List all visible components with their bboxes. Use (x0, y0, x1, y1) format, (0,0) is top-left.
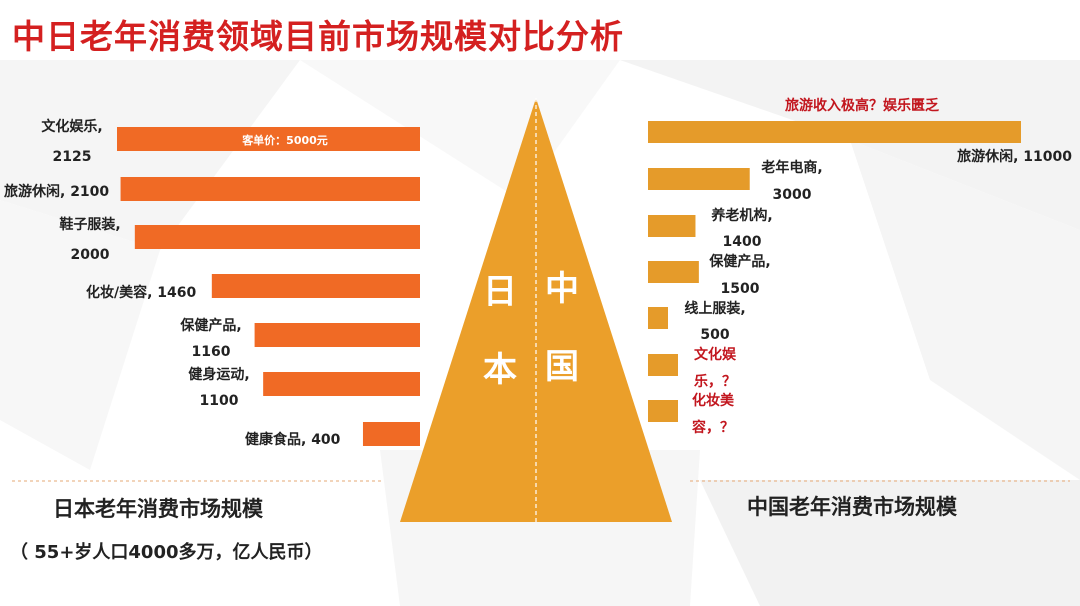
japan-bar (211, 274, 420, 298)
japan-market-title: 日本老年消费市场规模 (53, 497, 264, 521)
japan-bars (117, 127, 421, 446)
china-bar-label: 乐，？ (694, 373, 736, 390)
japan-bar (120, 177, 421, 201)
china-bar (648, 215, 696, 237)
japan-bar-label: 文化娱乐, (41, 118, 102, 135)
china-bar (648, 354, 678, 376)
pyramid-label-japan-2: 本 (483, 350, 517, 390)
china-bar (648, 121, 1021, 143)
japan-bar-label: 2000 (71, 247, 110, 263)
japan-bar (254, 323, 420, 347)
china-bar-label: 容，？ (691, 419, 734, 436)
china-bar-label: 保健产品, (708, 253, 770, 270)
china-bar-label: 化妆美 (692, 392, 735, 409)
china-market-title: 中国老年消费市场规模 (747, 495, 958, 519)
unit-note: 客单价：5000元 (241, 133, 328, 147)
china-bar-label: 3000 (773, 187, 812, 203)
japan-bar-label: 鞋子服装, (59, 216, 120, 233)
china-bar (648, 261, 699, 283)
china-bar-label: 1400 (723, 234, 762, 250)
japan-bar-label: 健身运动, (188, 366, 249, 383)
china-bar-label: 500 (700, 327, 729, 343)
japan-bar-label: 1160 (192, 344, 231, 360)
china-bar (648, 307, 668, 329)
china-bar (648, 168, 750, 190)
japan-bar-label: 健康食品, 400 (245, 431, 341, 448)
japan-bar-label: 1100 (200, 393, 239, 409)
pyramid-label-japan-1: 日 (483, 272, 517, 312)
pyramid-layer: 日 本 中 国 (400, 98, 672, 522)
page-title: 中日老年消费领域目前市场规模对比分析 (12, 17, 624, 56)
china-bar-label: 旅游休闲, 11000 (957, 148, 1072, 165)
japan-bar (362, 422, 420, 446)
china-bar-label: 老年电商, (761, 159, 822, 176)
china-highlight: 旅游收入极高？娱乐匮乏 (785, 97, 939, 114)
china-bar-label: 线上服装, (684, 300, 745, 317)
china-bar-label: 养老机构, (710, 207, 772, 224)
china-bars (648, 121, 1021, 422)
japan-bar (117, 127, 420, 151)
japan-bar-label: 2125 (53, 149, 92, 165)
japan-bar-label: 旅游休闲, 2100 (4, 183, 109, 200)
japan-bar-label: 化妆/美容, 1460 (86, 284, 197, 301)
china-bar-label: 文化娱 (694, 346, 737, 363)
pyramid-label-china-2: 国 (545, 347, 579, 387)
japan-bar (134, 225, 420, 249)
japan-labels: 文化娱乐, 2125 旅游休闲, 2100 鞋子服装, 2000 化妆/美容, 1460 保… (4, 118, 341, 448)
japan-market-subtitle: （ 55+岁人口4000多万，亿人民币） (10, 541, 323, 563)
china-bar-label: 1500 (721, 281, 760, 297)
japan-bar (263, 372, 420, 396)
china-bar (648, 400, 678, 422)
pyramid-label-china-1: 中 (545, 269, 579, 309)
japan-bar-label: 保健产品, (179, 317, 241, 334)
